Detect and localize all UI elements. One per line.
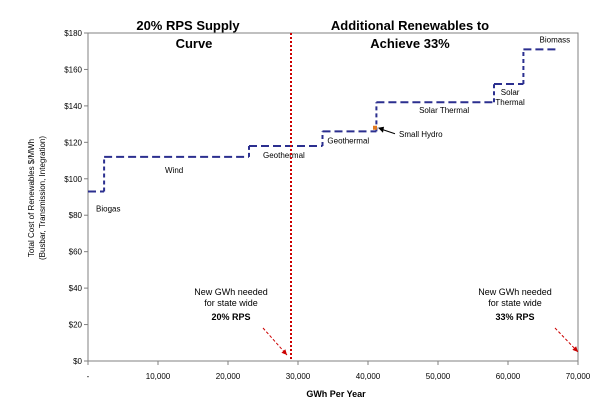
segment-label-line: Solar — [501, 88, 520, 97]
left-header-line1: 20% RPS Supply — [136, 18, 240, 33]
left-header-line2: Curve — [176, 36, 213, 51]
y-tick-label: $20 — [69, 321, 83, 330]
y-tick-label: $80 — [69, 211, 83, 220]
y-axis-title-line1: Total Cost of Renewables $/MWh — [27, 139, 36, 257]
y-axis-title: Total Cost of Renewables $/MWh (Busbar, … — [27, 136, 47, 260]
y-tick-label: $0 — [73, 357, 82, 366]
segment-label: Biogas — [96, 205, 120, 214]
section-headers: 20% RPS Supply Curve Additional Renewabl… — [136, 18, 489, 51]
annotation-right: New GWh needed for state wide 33% RPS — [478, 287, 552, 322]
left-note-line3: 20% RPS — [211, 312, 250, 322]
y-tick-label: $160 — [64, 65, 82, 74]
y-tick-label: $100 — [64, 175, 82, 184]
right-header-line1: Additional Renewables to — [331, 18, 489, 33]
segment-label: Solar Thermal — [419, 106, 469, 115]
segment-label: Wind — [165, 166, 183, 175]
arrow-to-20-rps-head — [281, 349, 287, 355]
right-note-line1: New GWh needed — [478, 287, 552, 297]
x-tick-label: 50,000 — [426, 372, 451, 381]
small-hydro-arrow-head — [378, 126, 384, 133]
y-tick-label: $120 — [64, 138, 82, 147]
x-axis-title: GWh Per Year — [306, 389, 366, 399]
x-tick-label: 10,000 — [146, 372, 171, 381]
plot-frame — [87, 32, 579, 362]
left-note-line1: New GWh needed — [194, 287, 268, 297]
plot-layer: Biogas Wind Geothermal Geothermal Solar Ther… — [88, 33, 579, 361]
arrow-to-20-rps — [262, 327, 288, 356]
segment-label-line: Thermal — [495, 98, 525, 107]
segment-label: Biomass — [540, 35, 571, 44]
arrow-to-33-rps — [554, 327, 579, 353]
right-note-line3: 33% RPS — [495, 312, 534, 322]
right-note-line2: for state wide — [488, 298, 542, 308]
x-tick-label: 60,000 — [496, 372, 521, 381]
small-hydro-marker — [373, 125, 377, 130]
x-tick-label: 70,000 — [566, 372, 591, 381]
arrow-to-33-rps-head — [572, 346, 578, 352]
x-tick-label: 30,000 — [286, 372, 311, 381]
y-tick-label: $40 — [69, 284, 83, 293]
axes-layer: $0 $20 $40 $60 $80 $100 $120 $140 $160 $180 - 10,00… — [64, 29, 591, 381]
x-tick-label: 40,000 — [356, 372, 381, 381]
small-hydro-label: Small Hydro — [399, 130, 443, 139]
segment-label: Geothermal — [327, 136, 369, 145]
y-tick-label: $60 — [69, 248, 83, 257]
right-header-line2: Achieve 33% — [370, 36, 450, 51]
x-tick-label: 20,000 — [216, 372, 241, 381]
y-tick-label: $140 — [64, 102, 82, 111]
segment-label: Geothermal — [263, 151, 305, 160]
left-note-line2: for state wide — [204, 298, 258, 308]
y-axis-title-line2: (Busbar, Transmission, Integration) — [38, 136, 47, 260]
y-tick-label: $180 — [64, 29, 82, 38]
arrow-to-33-rps-shaft — [554, 327, 579, 353]
x-tick-label: - — [87, 372, 90, 381]
arrow-to-20-rps-shaft — [262, 327, 288, 356]
annotation-left: New GWh needed for state wide 20% RPS — [194, 287, 268, 322]
